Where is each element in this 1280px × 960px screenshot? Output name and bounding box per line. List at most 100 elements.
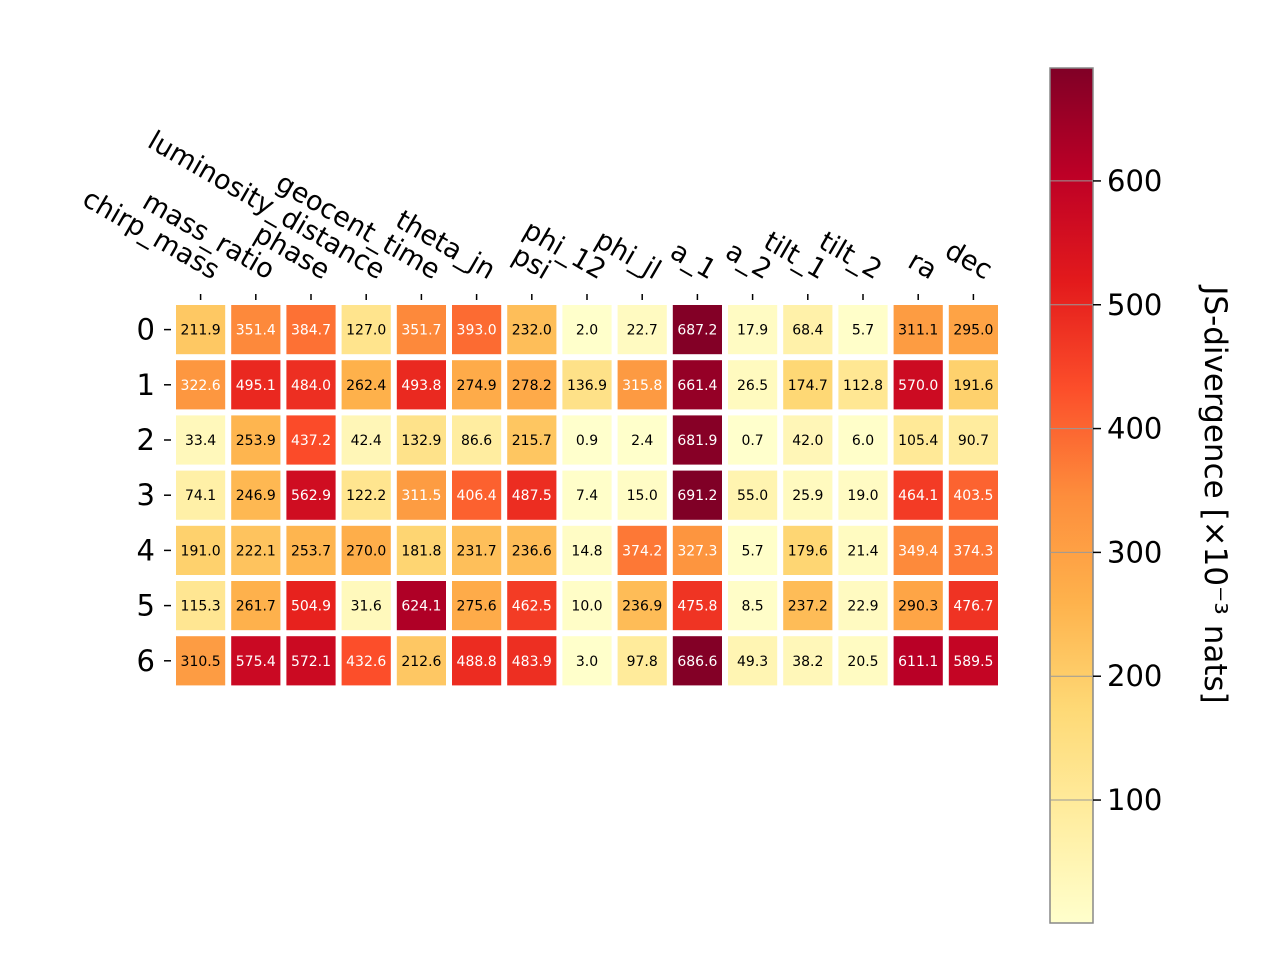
- cell-value-label: 253.7: [291, 543, 331, 559]
- heatmap-cell: [562, 636, 612, 686]
- column-label: phi_jl: [590, 224, 666, 286]
- cell-value-label: 25.9: [792, 488, 823, 504]
- heatmap-cell: [617, 525, 667, 575]
- cell-value-label: 211.9: [181, 323, 221, 339]
- heatmap-cell: [783, 581, 833, 631]
- heatmap-cell: [507, 581, 557, 631]
- cell-value-label: 624.1: [401, 599, 441, 615]
- heatmap-cell: [286, 360, 336, 410]
- cell-value-label: 179.6: [788, 543, 828, 559]
- heatmap-cell: [507, 360, 557, 410]
- cell-value-label: 21.4: [847, 543, 878, 559]
- heatmap-cell: [396, 525, 446, 575]
- cell-value-label: 570.0: [898, 378, 938, 394]
- heatmap-cell: [176, 470, 226, 520]
- heatmap-cell: [672, 525, 722, 575]
- cell-value-label: 462.5: [512, 599, 552, 615]
- cell-value-label: 5.7: [741, 543, 763, 559]
- heatmap-cell: [672, 636, 722, 686]
- cell-value-label: 262.4: [346, 378, 386, 394]
- heatmap-cell: [231, 305, 281, 355]
- heatmap-cell: [728, 581, 778, 631]
- heatmap-cell: [507, 305, 557, 355]
- cell-value-label: 310.5: [181, 654, 221, 670]
- heatmap-cell: [231, 470, 281, 520]
- cell-value-label: 274.9: [457, 378, 497, 394]
- cell-value-label: 432.6: [346, 654, 386, 670]
- cell-value-label: 20.5: [847, 654, 878, 670]
- heatmap-cell: [231, 415, 281, 465]
- cell-value-label: 589.5: [953, 654, 993, 670]
- cell-value-label: 311.5: [401, 488, 441, 504]
- heatmap-cell: [341, 581, 391, 631]
- cell-value-label: 572.1: [291, 654, 331, 670]
- cell-value-label: 191.0: [181, 543, 221, 559]
- cell-value-label: 112.8: [843, 378, 883, 394]
- column-label: ra: [903, 245, 942, 286]
- colorbar-tick-label: 200: [1107, 659, 1162, 693]
- heatmap-cell: [728, 305, 778, 355]
- column-label: tilt_2: [814, 226, 887, 286]
- cell-value-label: 26.5: [737, 378, 768, 394]
- cell-value-label: 246.9: [236, 488, 276, 504]
- cell-value-label: 351.7: [401, 323, 441, 339]
- cell-value-label: 86.6: [461, 433, 492, 449]
- heatmap-cell: [728, 415, 778, 465]
- cell-value-label: 484.0: [291, 378, 331, 394]
- heatmap-cell: [507, 415, 557, 465]
- cell-value-label: 488.8: [457, 654, 497, 670]
- cell-value-label: 97.8: [627, 654, 658, 670]
- cell-value-label: 132.9: [401, 433, 441, 449]
- cell-value-label: 495.1: [236, 378, 276, 394]
- cell-value-label: 105.4: [898, 433, 938, 449]
- cell-value-label: 311.1: [898, 323, 938, 339]
- heatmap-cell: [728, 360, 778, 410]
- heatmap-cell: [286, 305, 336, 355]
- cell-value-label: 476.7: [953, 599, 993, 615]
- heatmap-cell: [176, 525, 226, 575]
- cell-value-label: 33.4: [185, 433, 216, 449]
- cell-value-label: 38.2: [792, 654, 823, 670]
- cell-value-label: 327.3: [677, 543, 717, 559]
- cell-value-label: 122.2: [346, 488, 386, 504]
- heatmap-cell: [617, 360, 667, 410]
- heatmap-cell: [562, 581, 612, 631]
- cell-value-label: 487.5: [512, 488, 552, 504]
- heatmap-cell: [176, 415, 226, 465]
- heatmap-cell: [893, 581, 943, 631]
- heatmap-cell: [672, 415, 722, 465]
- cell-value-label: 5.7: [852, 323, 874, 339]
- heatmap-cell: [286, 470, 336, 520]
- cell-value-label: 275.6: [457, 599, 497, 615]
- heatmap-cell: [176, 360, 226, 410]
- heatmap-cell: [948, 470, 998, 520]
- heatmap-cell: [838, 415, 888, 465]
- cell-value-label: 22.7: [627, 323, 658, 339]
- cell-value-label: 212.6: [401, 654, 441, 670]
- heatmap-cell: [617, 636, 667, 686]
- cell-value-label: 136.9: [567, 378, 607, 394]
- cell-value-label: 504.9: [291, 599, 331, 615]
- colorbar-label: JS-divergence [×10⁻³ nats]: [1197, 284, 1233, 704]
- cell-value-label: 403.5: [953, 488, 993, 504]
- column-label: dec: [940, 235, 998, 286]
- heatmap-cell: [672, 581, 722, 631]
- heatmap-cell: [783, 415, 833, 465]
- heatmap-cell: [396, 581, 446, 631]
- cell-value-label: 6.0: [852, 433, 874, 449]
- cell-value-label: 15.0: [627, 488, 658, 504]
- heatmap-cell: [838, 305, 888, 355]
- heatmap-cell: [452, 470, 502, 520]
- cell-value-label: 3.0: [576, 654, 598, 670]
- heatmap-cell: [562, 305, 612, 355]
- cell-value-label: 0.7: [741, 433, 763, 449]
- heatmap-cell: [617, 415, 667, 465]
- heatmap-cell: [838, 360, 888, 410]
- heatmap-cell: [948, 581, 998, 631]
- cell-value-label: 681.9: [677, 433, 717, 449]
- cell-value-label: 384.7: [291, 323, 331, 339]
- heatmap-cell: [452, 525, 502, 575]
- column-label: a_1: [665, 236, 721, 286]
- row-label: 0: [137, 313, 155, 347]
